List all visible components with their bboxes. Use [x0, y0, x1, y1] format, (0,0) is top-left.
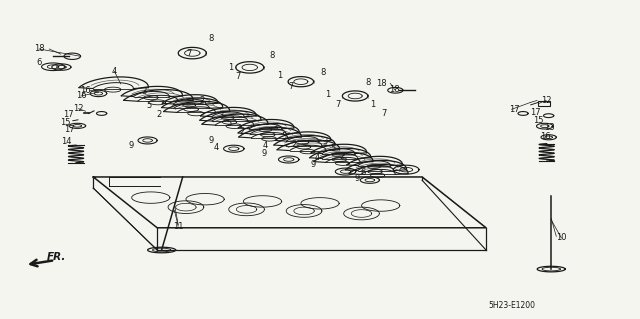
Text: 4: 4: [314, 153, 319, 162]
Text: 7: 7: [381, 109, 387, 118]
Bar: [538, 101, 550, 106]
Text: 2: 2: [199, 96, 205, 105]
Text: 16: 16: [80, 86, 91, 95]
Text: 4: 4: [213, 143, 218, 152]
Text: 18: 18: [389, 85, 400, 94]
Text: 6: 6: [360, 168, 365, 177]
Text: 3: 3: [141, 87, 147, 96]
Text: 9: 9: [261, 149, 266, 158]
Text: 16: 16: [540, 132, 551, 141]
Text: 5: 5: [330, 144, 335, 153]
Text: 2: 2: [292, 140, 297, 149]
Text: 3: 3: [273, 123, 278, 132]
Text: 5: 5: [146, 101, 152, 110]
Text: 2: 2: [156, 110, 162, 119]
Text: 9: 9: [311, 160, 316, 169]
Text: 12: 12: [74, 104, 84, 113]
Text: 3: 3: [323, 137, 328, 146]
Text: 15: 15: [533, 116, 543, 125]
Text: 1: 1: [371, 100, 376, 109]
Text: 16: 16: [76, 92, 86, 100]
Text: 9: 9: [209, 136, 214, 145]
Text: 17: 17: [63, 110, 74, 119]
Text: 4: 4: [263, 141, 268, 150]
Text: 8: 8: [209, 34, 214, 43]
Text: 17: 17: [509, 106, 520, 115]
Text: 18: 18: [34, 44, 44, 54]
Text: 3: 3: [218, 111, 224, 120]
Text: 14: 14: [61, 137, 72, 145]
Text: 9: 9: [129, 141, 134, 150]
Text: 13: 13: [545, 123, 556, 132]
Text: 15: 15: [61, 118, 71, 127]
Text: 1: 1: [325, 90, 330, 99]
Text: 8: 8: [366, 78, 371, 86]
Text: 7: 7: [289, 82, 294, 91]
Text: 8: 8: [269, 51, 275, 60]
Text: FR.: FR.: [47, 252, 66, 262]
Text: 7: 7: [335, 100, 340, 109]
Text: 2: 2: [239, 127, 244, 136]
Text: 2: 2: [339, 152, 344, 161]
Text: 11: 11: [173, 222, 184, 231]
Text: 4: 4: [112, 67, 117, 76]
Text: 17: 17: [65, 125, 75, 134]
Text: 8: 8: [321, 68, 326, 77]
Text: 10: 10: [556, 234, 566, 242]
Text: 5: 5: [281, 132, 286, 141]
Text: 17: 17: [531, 108, 541, 117]
Text: 1: 1: [277, 71, 282, 80]
Text: 6: 6: [36, 58, 42, 67]
Text: 5H23-E1200: 5H23-E1200: [488, 301, 535, 310]
Text: 5: 5: [227, 119, 232, 128]
Text: 7: 7: [236, 72, 241, 81]
Text: 7: 7: [186, 49, 192, 58]
Text: 18: 18: [376, 79, 387, 88]
Text: 1: 1: [228, 63, 233, 72]
Text: 9: 9: [355, 174, 360, 183]
Text: 12: 12: [541, 96, 551, 105]
